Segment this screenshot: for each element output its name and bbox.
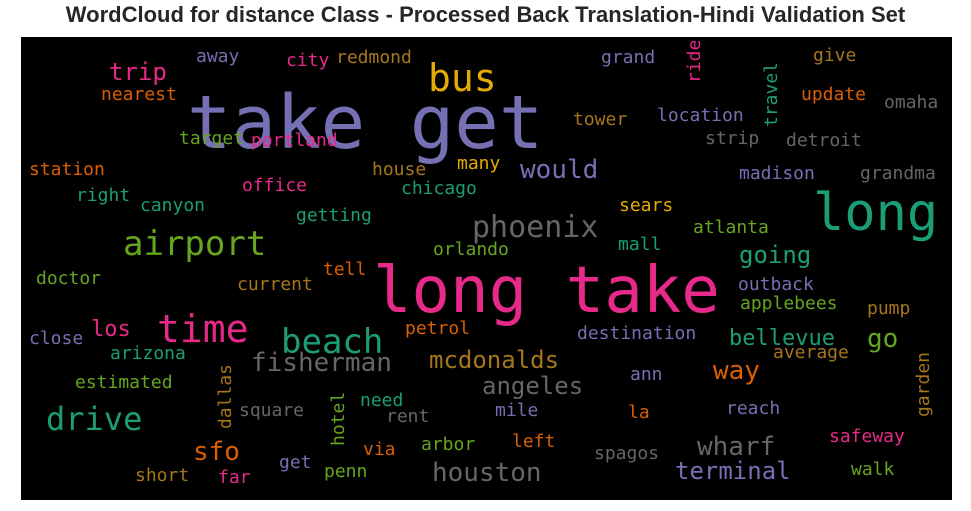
- word-redmond: redmond: [336, 47, 412, 68]
- wordcloud-background: [21, 37, 952, 500]
- word-station: station: [29, 159, 105, 180]
- chart-title: WordCloud for distance Class - Processed…: [65, 2, 906, 27]
- word-going: going: [739, 241, 811, 269]
- word-beach: beach: [281, 322, 383, 362]
- word-portland: portland: [251, 130, 338, 151]
- word-bellevue: bellevue: [729, 326, 835, 351]
- word-short: short: [135, 465, 189, 486]
- word-dallas: dallas: [215, 364, 236, 429]
- word-destination: destination: [577, 323, 696, 344]
- word-tell: tell: [323, 259, 366, 280]
- word-airport: airport: [123, 224, 266, 264]
- word-rent: rent: [386, 406, 429, 427]
- word-travel: travel: [761, 62, 782, 127]
- word-madison: madison: [739, 163, 815, 184]
- word-terminal: terminal: [675, 457, 791, 485]
- word-spagos: spagos: [594, 443, 659, 464]
- word-grand: grand: [601, 47, 655, 68]
- word-outback: outback: [738, 274, 814, 295]
- word-fisherman: fisherman: [251, 348, 392, 378]
- word-safeway: safeway: [829, 426, 905, 447]
- word-omaha: omaha: [884, 92, 938, 113]
- word-sfo: sfo: [193, 437, 240, 467]
- word-strip: strip: [705, 128, 759, 149]
- word-bus: bus: [428, 56, 497, 100]
- word-nearest: nearest: [101, 84, 177, 105]
- word-wharf: wharf: [697, 432, 775, 462]
- word-doctor: doctor: [36, 268, 101, 289]
- word-house: house: [372, 159, 426, 180]
- word-sears: sears: [619, 195, 673, 216]
- word-square: square: [239, 400, 304, 421]
- word-arizona: arizona: [110, 343, 186, 364]
- word-mcdonalds: mcdonalds: [429, 346, 559, 374]
- word-applebees: applebees: [740, 293, 838, 314]
- word-petrol: petrol: [405, 318, 470, 339]
- word-take-get: take get: [187, 80, 543, 166]
- word-la: la: [628, 402, 650, 423]
- word-give: give: [813, 45, 856, 66]
- word-target: target: [179, 128, 244, 149]
- word-way: way: [713, 356, 760, 386]
- word-reach: reach: [726, 398, 780, 419]
- word-canyon: canyon: [140, 195, 205, 216]
- word-penn: penn: [324, 461, 367, 482]
- word-away: away: [196, 46, 240, 67]
- word-orlando: orlando: [433, 239, 509, 260]
- word-getting: getting: [296, 205, 372, 226]
- word-via: via: [363, 439, 396, 460]
- word-long: long: [813, 183, 938, 243]
- word-many: many: [457, 153, 501, 174]
- word-would: would: [520, 155, 598, 185]
- word-mall: mall: [618, 234, 661, 255]
- word-average: average: [773, 342, 849, 363]
- wordcloud: long take take get long bus airport time beach…: [21, 37, 952, 500]
- word-atlanta: atlanta: [693, 217, 769, 238]
- word-office: office: [242, 175, 307, 196]
- word-right: right: [76, 185, 130, 206]
- word-update: update: [801, 84, 866, 105]
- word-trip: trip: [109, 58, 167, 86]
- word-left: left: [512, 431, 555, 452]
- word-hotel: hotel: [328, 392, 349, 446]
- word-chicago: chicago: [401, 178, 477, 199]
- word-los: los: [91, 317, 131, 342]
- word-detroit: detroit: [786, 130, 862, 151]
- word-drive: drive: [46, 400, 142, 438]
- word-city: city: [286, 50, 330, 71]
- word-grandma: grandma: [860, 163, 936, 184]
- word-tower: tower: [573, 109, 627, 130]
- word-walk: walk: [851, 459, 895, 480]
- word-current: current: [237, 274, 313, 295]
- word-arbor: arbor: [421, 434, 475, 455]
- word-need: need: [360, 390, 403, 411]
- word-location: location: [657, 105, 744, 126]
- word-far: far: [218, 467, 251, 488]
- word-garden: garden: [913, 352, 934, 417]
- word-mile: mile: [495, 400, 538, 421]
- word-houston: houston: [432, 458, 542, 488]
- word-time: time: [157, 307, 249, 351]
- word-ann: ann: [630, 364, 663, 385]
- word-get: get: [279, 452, 312, 473]
- word-angeles: angeles: [482, 372, 583, 400]
- word-long-take: long take: [373, 254, 720, 328]
- word-close: close: [29, 328, 83, 349]
- word-ride: ride: [684, 40, 705, 83]
- word-phoenix: phoenix: [472, 210, 598, 245]
- word-go: go: [867, 324, 898, 354]
- word-estimated: estimated: [75, 372, 173, 393]
- word-pump: pump: [867, 298, 910, 319]
